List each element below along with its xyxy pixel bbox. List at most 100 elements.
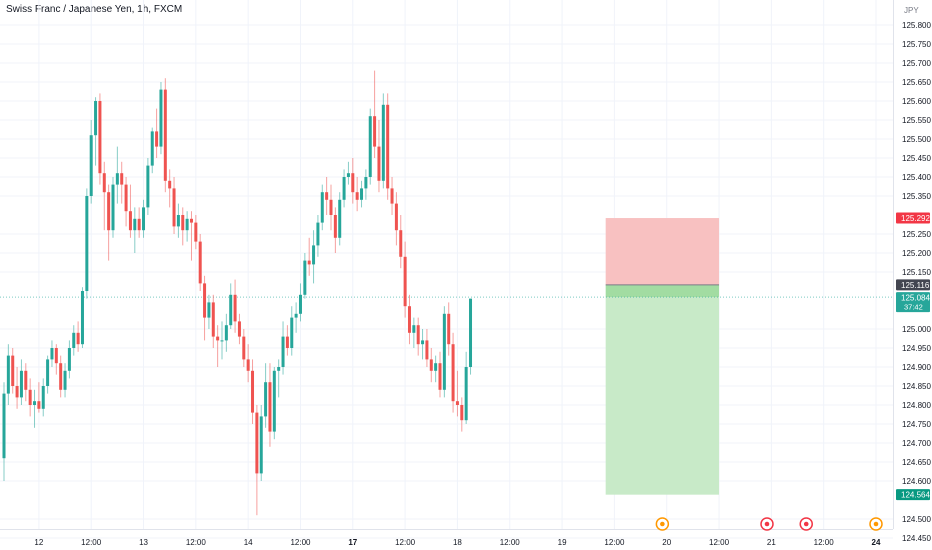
candle-body <box>407 306 411 333</box>
candle <box>220 321 224 360</box>
candle-body <box>281 336 285 367</box>
candle <box>80 287 84 348</box>
candle <box>316 215 320 257</box>
time-tick-label: 20 <box>662 538 671 547</box>
candle <box>128 184 132 238</box>
candle-body <box>320 192 324 223</box>
candle-body <box>85 196 89 291</box>
event-marker-4[interactable] <box>869 517 883 531</box>
candle-body <box>360 188 364 200</box>
candle-body <box>464 367 468 421</box>
candle-body <box>251 370 255 413</box>
price-tick-label: 124.500 <box>902 515 931 524</box>
candle-body <box>290 317 294 348</box>
candle <box>194 215 198 250</box>
candle <box>429 348 433 383</box>
candle-body <box>150 131 154 166</box>
candle-body <box>451 344 455 402</box>
candle <box>137 207 141 238</box>
price-tick-label: 125.200 <box>902 249 931 258</box>
candle-body <box>41 386 45 409</box>
candle <box>403 241 407 318</box>
candle-body <box>216 336 220 341</box>
candle-body <box>185 218 189 231</box>
candle <box>76 321 80 352</box>
candle-body <box>268 382 272 432</box>
candle <box>264 363 268 428</box>
entry-label-bg <box>896 279 930 291</box>
candle-body <box>264 382 268 417</box>
candle <box>399 215 403 269</box>
candle <box>6 344 10 405</box>
price-tick-label: 125.600 <box>902 97 931 106</box>
short-position-tool[interactable] <box>605 218 720 495</box>
candle <box>364 169 368 200</box>
candle <box>246 344 250 383</box>
candle <box>2 382 6 481</box>
candle-body <box>233 294 237 322</box>
candle <box>390 177 394 215</box>
risk-zone[interactable] <box>605 218 720 285</box>
entry-label: 125.116 <box>901 281 930 290</box>
event-dot-icon <box>803 521 809 527</box>
price-tick-label: 125.550 <box>902 116 931 125</box>
candle-body <box>229 294 233 326</box>
reward-zone[interactable] <box>605 297 720 495</box>
candle <box>198 234 202 291</box>
candle-body <box>37 401 41 409</box>
candle-body <box>434 363 438 371</box>
candle-body <box>307 260 311 265</box>
event-marker-3[interactable] <box>799 517 813 531</box>
event-dot-icon <box>660 521 665 527</box>
candle <box>11 348 15 394</box>
candle <box>181 207 185 246</box>
candle <box>102 161 106 231</box>
price-axis[interactable]: 125.800 125.750 125.700 125.650 125.600 125.5… <box>896 21 931 543</box>
time-axis[interactable]: 12 12:00 13 12:00 14 12:00 17 12:00 18 12:00 19 12:… <box>34 538 881 547</box>
candle-body <box>211 302 215 337</box>
candle-body <box>346 173 350 177</box>
candle-body <box>425 340 429 360</box>
candle <box>176 203 180 238</box>
candle-body <box>338 199 342 238</box>
candle <box>146 158 150 215</box>
candle-body <box>54 348 58 364</box>
time-tick-label: 12:00 <box>814 538 835 547</box>
candle-body <box>189 218 193 223</box>
candle <box>98 93 102 185</box>
active-profit-zone <box>605 284 720 298</box>
candle-body <box>455 401 459 405</box>
candle <box>325 177 329 215</box>
candle-body <box>237 321 241 337</box>
candle-body <box>469 298 473 367</box>
candle-body <box>303 260 307 295</box>
price-axis-border <box>893 0 894 529</box>
candle <box>351 158 355 204</box>
candle <box>33 389 37 428</box>
candle-body <box>390 188 394 204</box>
candle <box>329 184 333 231</box>
price-tick-label: 125.350 <box>902 192 931 201</box>
event-marker-2[interactable] <box>760 517 774 531</box>
candle <box>307 237 311 276</box>
candle-body <box>111 184 115 231</box>
candle <box>320 184 324 231</box>
event-marker-1[interactable] <box>655 517 670 531</box>
candle <box>394 192 398 246</box>
candle-body <box>6 355 10 394</box>
time-tick-label: 17 <box>348 538 357 547</box>
candle-body <box>67 348 71 371</box>
candle <box>163 78 167 193</box>
chart-title: Swiss Franc / Japanese Yen, 1h, FXCM <box>6 4 183 15</box>
candle <box>277 359 281 398</box>
candle <box>373 70 377 158</box>
candle-body <box>72 332 76 348</box>
price-tick-label: 124.900 <box>902 363 931 372</box>
time-tick-label: 13 <box>139 538 148 547</box>
price-tick-label: 124.850 <box>902 382 931 391</box>
candle-body <box>224 325 228 341</box>
candle <box>85 188 89 299</box>
candle <box>237 313 241 345</box>
